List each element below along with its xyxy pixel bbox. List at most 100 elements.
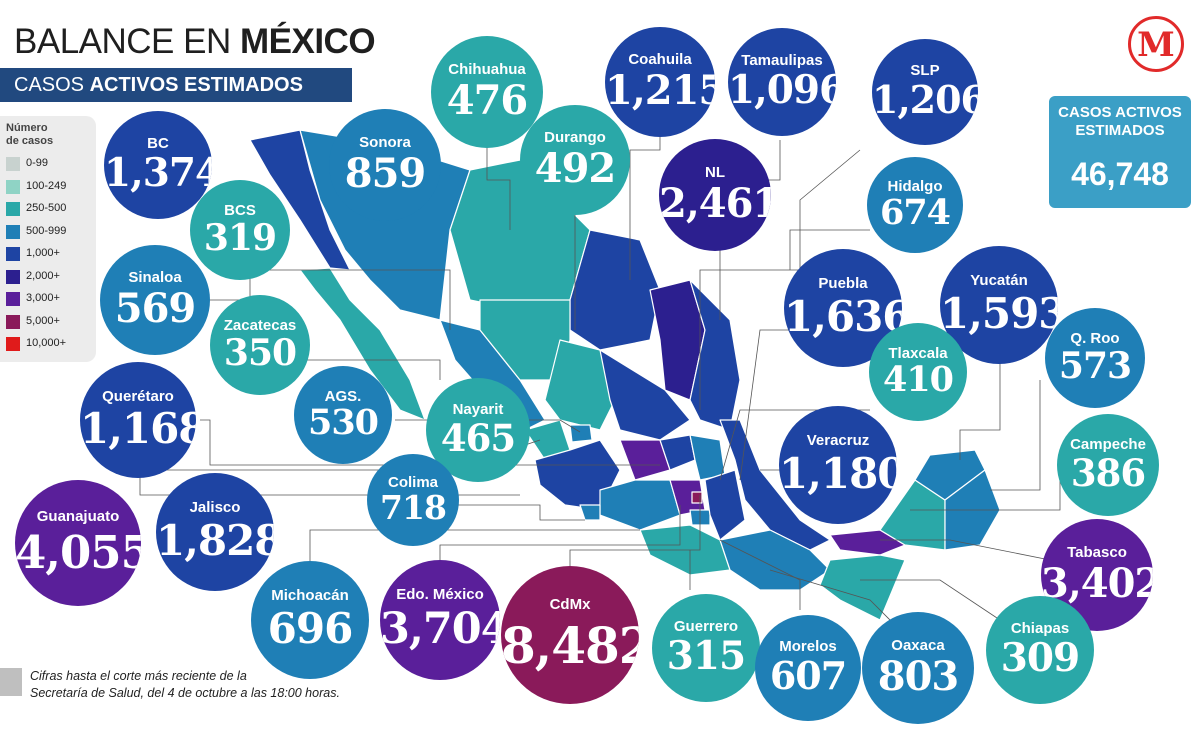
state-value: 674: [879, 192, 951, 234]
state-value: 1,593: [940, 289, 1058, 339]
state-name: Puebla: [818, 274, 868, 292]
state-value: 1,374: [104, 150, 212, 197]
state-value: 315: [666, 633, 746, 680]
leader-line-edomex: [439, 505, 681, 570]
legend-swatch: [6, 314, 20, 329]
state-name: Guanajuato: [36, 507, 120, 525]
legend-label: 250-500: [26, 202, 67, 214]
legend-label: 100-249: [26, 179, 67, 192]
state-name: Oaxaca: [891, 636, 945, 654]
state-value: 573: [1058, 345, 1132, 387]
state-name: BCS: [224, 202, 256, 219]
map-region-cdmx: [691, 491, 703, 504]
legend-label: 2,000+: [26, 269, 60, 282]
footnote-swatch: [0, 668, 22, 696]
map-region-puebla: [704, 469, 746, 541]
map-region-hidalgo: [689, 434, 726, 481]
legend-label: 1,000+: [26, 247, 60, 259]
state-name: Jalisco: [189, 498, 241, 516]
state-bubble: Campeche 386: [1057, 414, 1159, 516]
state-name: Guerrero: [673, 617, 739, 635]
state-name: Morelos: [779, 638, 837, 656]
leader-line-chiapas: [860, 579, 1001, 621]
state-value: 410: [882, 359, 954, 401]
state-name: Colima: [387, 474, 438, 492]
state-name: Sinaloa: [128, 269, 182, 287]
legend-swatch: [6, 292, 20, 306]
state-bubble: Guanajuato 4,055: [15, 480, 141, 606]
legend-label: 10,000+: [26, 337, 67, 349]
legend-swatch: [6, 202, 20, 216]
map-region-tamaulipas: [689, 279, 741, 431]
state-name: CdMx: [549, 596, 591, 614]
map-region-chiapas: [819, 554, 906, 621]
legend-swatch: [6, 247, 20, 261]
state-bubble: Michoacán 696: [251, 561, 369, 679]
state-value: 465: [440, 415, 516, 460]
state-bubble: Colima 718: [367, 454, 459, 546]
state-name: Tabasco: [1067, 543, 1127, 561]
state-value: 1,636: [784, 292, 902, 342]
legend-swatch: [6, 337, 20, 351]
state-value: 803: [877, 652, 960, 700]
state-name: Sonora: [359, 133, 411, 151]
state-bubble: Guerrero 315: [652, 594, 760, 702]
state-bubble: BCS 319: [190, 180, 290, 280]
state-bubble: Chiapas 309: [986, 596, 1094, 704]
state-value: 319: [203, 217, 277, 259]
state-value: 3,704: [380, 604, 500, 654]
state-name: Coahuila: [628, 51, 692, 69]
legend-swatch: [6, 269, 20, 284]
page-title: BALANCE EN MÉXICO: [14, 22, 376, 61]
state-name: AGS.: [324, 387, 362, 405]
state-value: 1,828: [156, 516, 274, 566]
state-name: Chihuahua: [448, 60, 526, 78]
legend-swatch: [6, 157, 20, 171]
state-bubble: Tlaxcala 410: [869, 323, 967, 421]
legend-swatch: [6, 224, 20, 239]
state-bubble: AGS. 530: [294, 366, 392, 464]
state-value: 859: [344, 149, 427, 197]
map-region-oaxaca: [719, 529, 831, 591]
state-name: Tamaulipas: [741, 51, 823, 69]
state-value: 3,402: [1041, 559, 1153, 607]
leader-line-chihuahua: [486, 125, 511, 230]
state-name: BC: [147, 134, 169, 152]
state-name: Nayarit: [452, 400, 504, 418]
state-bubble: Durango 492: [520, 105, 630, 215]
leader-line-colima: [380, 504, 585, 521]
state-bubble: Veracruz 1,180: [779, 406, 897, 524]
state-bubble: Morelos 607: [755, 615, 861, 721]
state-value: 1,206: [872, 77, 978, 123]
leader-line-qroo: [990, 380, 1041, 491]
state-name: Michoacán: [271, 586, 349, 604]
state-name: Zacatecas: [223, 317, 297, 334]
total-value: 46,748: [1071, 156, 1169, 192]
map-region-yucatan: [914, 449, 986, 501]
state-bubble: CdMx 8,482: [501, 566, 639, 704]
legend-swatch: [6, 179, 20, 194]
leader-line-yucatan: [959, 360, 1001, 460]
state-bubble: Oaxaca 803: [862, 612, 974, 724]
state-value: 350: [223, 332, 297, 374]
milenio-logo: M: [1128, 16, 1184, 72]
legend-label: 500-999: [26, 224, 67, 237]
legend-title: Número de casos: [6, 122, 54, 147]
state-bubble: SLP 1,206: [872, 39, 978, 145]
state-value: 492: [534, 145, 617, 192]
legend-label: 0-99: [26, 157, 49, 169]
state-bubble: Q. Roo 573: [1045, 308, 1145, 408]
state-value: 569: [114, 285, 197, 332]
state-value: 309: [1000, 635, 1080, 682]
state-value: 1,096: [728, 67, 836, 114]
state-value: 1,168: [80, 404, 196, 454]
state-value: 530: [307, 402, 379, 444]
subtitle-bar: [0, 68, 352, 102]
leader-line-puebla: [739, 329, 790, 481]
footnote: Cifras hasta el corte más reciente de la…: [30, 669, 340, 700]
state-name: NL: [705, 163, 725, 181]
state-name: Chiapas: [1010, 619, 1070, 637]
state-value: 2,461: [659, 179, 771, 227]
state-bubble: Edo. México 3,704: [380, 560, 500, 680]
state-value: 476: [446, 76, 529, 124]
